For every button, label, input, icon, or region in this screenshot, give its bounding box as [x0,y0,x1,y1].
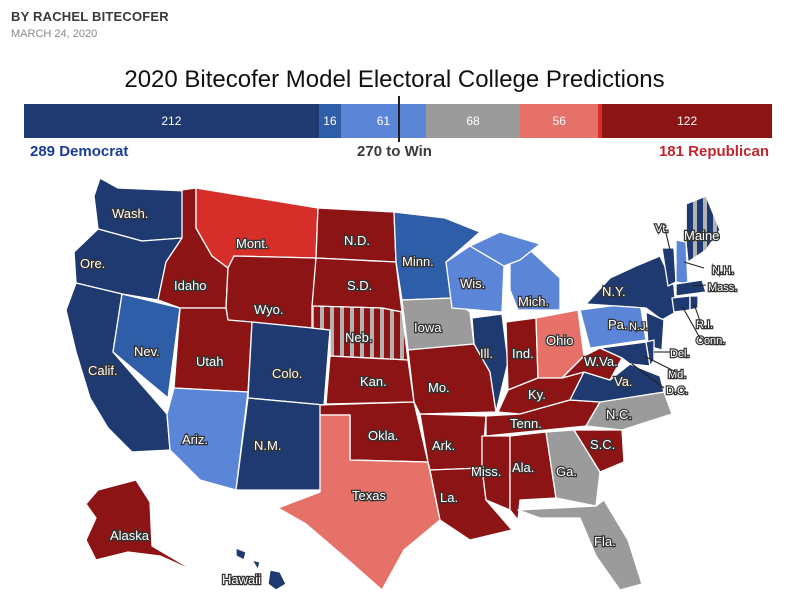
state-ia [401,297,475,351]
author-byline: BY RACHEL BITECOFER [11,9,169,24]
state-md [599,341,651,367]
state-label-id: Idaho [174,278,207,293]
state-label-ms: Miss. [471,464,501,479]
state-nc [585,391,673,431]
state-label-ga: Ga. [556,464,577,479]
state-label-tn: Tenn. [510,416,542,431]
state-label-ct: Conn. [696,335,725,347]
state-label-dc: D.C. [666,385,688,397]
state-label-ak: Alaska [110,528,150,543]
state-me [685,195,721,263]
state-wy [225,255,317,329]
state-ut [173,307,253,393]
win-threshold-label: 270 to Win [357,143,432,160]
state-label-fl: Fla. [594,534,616,549]
leader-line-dc [631,363,665,389]
bar-segment-safe-dem: 212 [24,104,319,138]
state-label-tx: Texas [352,488,386,503]
state-label-la: La. [440,490,458,505]
state-sc [573,429,625,473]
state-label-nv: Nev. [134,344,160,359]
leader-line-ma [691,284,707,287]
bar-segment-lean-rep: 56 [520,104,599,138]
state-label-ut: Utah [196,354,223,369]
state-label-hi: Hawaii [222,572,261,587]
state-label-wy: Wyo. [254,302,284,317]
state-label-oh: Ohio [546,333,573,348]
state-label-ar: Ark. [432,438,455,453]
state-label-mo: Mo. [428,380,450,395]
dem-total-label: 289 Democrat [30,143,129,160]
state-label-me: Maine [684,228,719,243]
win-threshold-marker [398,96,400,142]
publish-date: MARCH 24, 2020 [11,28,98,40]
state-label-in: Ind. [512,346,534,361]
state-ga [545,429,601,507]
leader-line-vt [665,232,671,251]
leader-line-md [643,355,677,373]
state-label-wa: Wash. [112,206,148,221]
leader-line-ri [693,303,701,322]
electoral-vote-bar: 212 16 61 68 56 122 [24,104,772,138]
state-label-ca: Calif. [88,363,118,378]
state-co [247,321,331,406]
state-label-nd: N.D. [344,233,370,248]
state-label-al: Ala. [512,460,534,475]
state-label-ia: Iowa [414,320,442,335]
state-label-vt: Vt. [655,223,668,235]
state-label-ne: Neb. [345,330,372,345]
state-label-nm: N.M. [254,438,281,453]
bar-segment-likely-dem: 16 [318,104,341,138]
state-label-co: Colo. [272,366,302,381]
bar-segment-lean-dem: 61 [340,104,426,138]
state-label-il: Ill. [480,346,493,361]
state-fl [517,499,643,591]
state-label-az: Ariz. [182,432,208,447]
state-label-ks: Kan. [360,374,387,389]
state-ak [85,479,197,573]
state-label-wi: Wis. [460,276,485,291]
bar-segment-likely-rep [598,104,603,138]
state-label-de: Del. [670,348,690,360]
state-label-nc: N.C. [606,407,632,422]
state-label-sd: S.D. [347,278,372,293]
state-label-mi: Mich. [518,294,549,309]
page-title: 2020 Bitecofer Model Electoral College P… [124,66,665,93]
state-label-sc: S.C. [590,437,615,452]
state-labels: Wash. Ore. Calif. Nev. Idaho Mont. Wyo. Utah Ari… [79,205,739,589]
state-ri [689,295,699,311]
bar-segment-tossup: 68 [425,104,521,138]
state-il [471,313,509,413]
state-ny [585,255,677,321]
state-wi [445,245,505,313]
state-label-ri: R.I. [696,319,713,331]
rep-total-label: 181 Republican [658,143,769,160]
state-ma [675,279,707,297]
state-label-ma: Mass. [708,282,737,294]
state-label-nj: N.J. [629,321,649,333]
state-hi [235,547,287,591]
state-mi-up [469,231,541,267]
state-ms [481,435,511,511]
bar-segment-safe-rep: 122 [602,104,772,138]
leader-line-ct [681,305,701,339]
state-nv [112,293,181,399]
leader-line-nh [683,261,705,269]
state-label-nh: N.H. [712,265,734,277]
state-ct [671,295,691,313]
state-label-mt: Mont. [236,236,269,251]
state-label-md: Md. [668,369,686,381]
state-label-va: Va. [614,374,633,389]
state-tx [277,414,441,591]
state-label-mn: Minn. [402,254,434,269]
state-label-ny: N.Y. [602,284,626,299]
state-label-pa: Pa. [608,317,628,332]
state-label-wv: W.Va. [584,354,618,369]
state-label-or: Ore. [80,256,105,271]
state-label-ky: Ky. [528,387,546,402]
state-label-ok: Okla. [368,428,398,443]
